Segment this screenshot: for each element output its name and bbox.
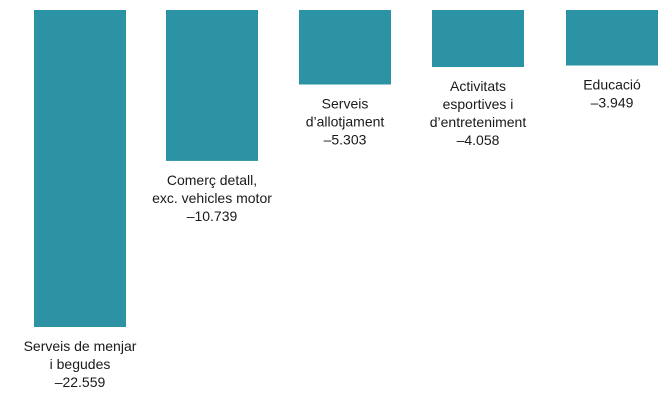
bar-3: [299, 10, 391, 85]
category-label-3-line-1: Serveis: [322, 96, 369, 112]
value-label-3: –5.303: [324, 132, 367, 148]
category-label-1-line-1: Serveis de menjar: [24, 338, 137, 354]
category-label-4-line-2: esportives i: [443, 96, 514, 112]
value-label-5: –3.949: [591, 94, 634, 110]
value-label-2: –10.739: [187, 208, 238, 224]
value-label-1: –22.559: [55, 374, 106, 390]
category-label-1-line-2: i begudes: [50, 356, 111, 372]
bar-1: [34, 10, 126, 327]
category-label-4-line-3: d’entreteniment: [430, 114, 527, 130]
category-label-4-line-1: Activitats: [450, 78, 506, 94]
bar-4: [432, 10, 524, 68]
category-label-2-line-1: Comerç detall,: [167, 172, 257, 188]
category-label-2-line-2: exc. vehicles motor: [152, 190, 272, 206]
bar-2: [166, 10, 258, 161]
value-label-4: –4.058: [457, 132, 500, 148]
category-label-5-line-1: Educació: [583, 76, 641, 92]
bar-5: [566, 10, 658, 66]
category-label-3-line-2: d’allotjament: [306, 114, 385, 130]
